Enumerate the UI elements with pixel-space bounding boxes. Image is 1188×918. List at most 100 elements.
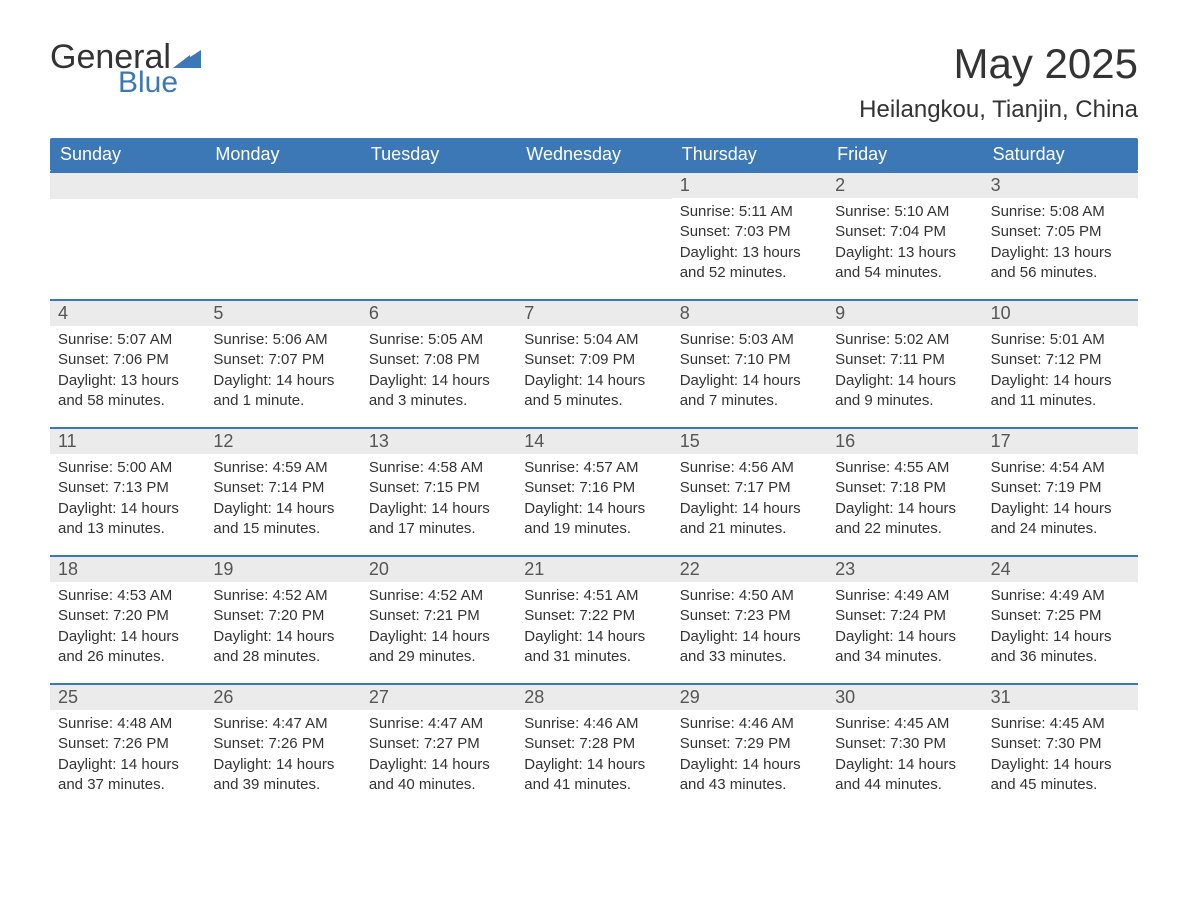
day-body: Sunrise: 5:04 AMSunset: 7:09 PMDaylight:…	[516, 326, 671, 419]
weeks-container: 1Sunrise: 5:11 AMSunset: 7:03 PMDaylight…	[50, 171, 1138, 803]
sunrise-text: Sunrise: 5:03 AM	[680, 330, 819, 350]
day-number: 5	[205, 301, 360, 326]
sunrise-text: Sunrise: 4:59 AM	[213, 458, 352, 478]
calendar-day-cell: 2Sunrise: 5:10 AMSunset: 7:04 PMDaylight…	[827, 173, 982, 291]
calendar-week: 4Sunrise: 5:07 AMSunset: 7:06 PMDaylight…	[50, 299, 1138, 419]
calendar-day-cell: 28Sunrise: 4:46 AMSunset: 7:28 PMDayligh…	[516, 685, 671, 803]
sunset-text: Sunset: 7:23 PM	[680, 606, 819, 626]
weekday-header: Monday	[205, 138, 360, 171]
page-title: May 2025	[859, 40, 1138, 88]
day-number: 10	[983, 301, 1138, 326]
daylight-text: Daylight: 14 hours and 5 minutes.	[524, 371, 663, 412]
calendar-day-cell: 12Sunrise: 4:59 AMSunset: 7:14 PMDayligh…	[205, 429, 360, 547]
sunset-text: Sunset: 7:13 PM	[58, 478, 197, 498]
day-body: Sunrise: 4:49 AMSunset: 7:25 PMDaylight:…	[983, 582, 1138, 675]
sunset-text: Sunset: 7:21 PM	[369, 606, 508, 626]
sunset-text: Sunset: 7:16 PM	[524, 478, 663, 498]
sunset-text: Sunset: 7:19 PM	[991, 478, 1130, 498]
title-block: May 2025 Heilangkou, Tianjin, China	[859, 40, 1138, 124]
daylight-text: Daylight: 14 hours and 3 minutes.	[369, 371, 508, 412]
calendar-day-cell: 11Sunrise: 5:00 AMSunset: 7:13 PMDayligh…	[50, 429, 205, 547]
sunset-text: Sunset: 7:10 PM	[680, 350, 819, 370]
sunset-text: Sunset: 7:20 PM	[213, 606, 352, 626]
day-body: Sunrise: 4:56 AMSunset: 7:17 PMDaylight:…	[672, 454, 827, 547]
sunrise-text: Sunrise: 5:05 AM	[369, 330, 508, 350]
daylight-text: Daylight: 13 hours and 58 minutes.	[58, 371, 197, 412]
day-body: Sunrise: 4:53 AMSunset: 7:20 PMDaylight:…	[50, 582, 205, 675]
daylight-text: Daylight: 14 hours and 7 minutes.	[680, 371, 819, 412]
location-subtitle: Heilangkou, Tianjin, China	[859, 96, 1138, 124]
day-number: 12	[205, 429, 360, 454]
calendar-day-cell: 18Sunrise: 4:53 AMSunset: 7:20 PMDayligh…	[50, 557, 205, 675]
sunrise-text: Sunrise: 4:57 AM	[524, 458, 663, 478]
day-number: 7	[516, 301, 671, 326]
calendar-day-cell: 16Sunrise: 4:55 AMSunset: 7:18 PMDayligh…	[827, 429, 982, 547]
day-number: 22	[672, 557, 827, 582]
day-number: 28	[516, 685, 671, 710]
day-number: 3	[983, 173, 1138, 198]
weekday-header: Thursday	[672, 138, 827, 171]
daylight-text: Daylight: 14 hours and 36 minutes.	[991, 627, 1130, 668]
calendar-day-cell: 10Sunrise: 5:01 AMSunset: 7:12 PMDayligh…	[983, 301, 1138, 419]
daylight-text: Daylight: 14 hours and 9 minutes.	[835, 371, 974, 412]
daylight-text: Daylight: 14 hours and 44 minutes.	[835, 755, 974, 796]
daylight-text: Daylight: 14 hours and 13 minutes.	[58, 499, 197, 540]
daylight-text: Daylight: 14 hours and 34 minutes.	[835, 627, 974, 668]
sunset-text: Sunset: 7:05 PM	[991, 222, 1130, 242]
day-number: 13	[361, 429, 516, 454]
day-body: Sunrise: 5:03 AMSunset: 7:10 PMDaylight:…	[672, 326, 827, 419]
daylight-text: Daylight: 13 hours and 52 minutes.	[680, 243, 819, 284]
day-body: Sunrise: 4:45 AMSunset: 7:30 PMDaylight:…	[827, 710, 982, 803]
weekday-header-row: Sunday Monday Tuesday Wednesday Thursday…	[50, 138, 1138, 171]
sunrise-text: Sunrise: 4:55 AM	[835, 458, 974, 478]
weekday-header: Sunday	[50, 138, 205, 171]
day-body: Sunrise: 4:47 AMSunset: 7:26 PMDaylight:…	[205, 710, 360, 803]
calendar-week: 11Sunrise: 5:00 AMSunset: 7:13 PMDayligh…	[50, 427, 1138, 547]
calendar-day-cell: 4Sunrise: 5:07 AMSunset: 7:06 PMDaylight…	[50, 301, 205, 419]
day-number	[50, 173, 205, 199]
calendar-day-cell: 3 Sunrise: 5:08 AMSunset: 7:05 PMDaylight…	[983, 173, 1138, 291]
day-number: 29	[672, 685, 827, 710]
day-body	[205, 199, 360, 279]
day-number	[361, 173, 516, 199]
sunrise-text: Sunrise: 5:08 AM	[991, 202, 1130, 222]
sunrise-text: Sunrise: 4:51 AM	[524, 586, 663, 606]
day-body	[361, 199, 516, 279]
weekday-header: Wednesday	[516, 138, 671, 171]
calendar-day-cell: 14Sunrise: 4:57 AMSunset: 7:16 PMDayligh…	[516, 429, 671, 547]
sunrise-text: Sunrise: 5:02 AM	[835, 330, 974, 350]
daylight-text: Daylight: 14 hours and 29 minutes.	[369, 627, 508, 668]
calendar-day-cell: 20Sunrise: 4:52 AMSunset: 7:21 PMDayligh…	[361, 557, 516, 675]
weekday-header: Tuesday	[361, 138, 516, 171]
calendar-day-cell: 6Sunrise: 5:05 AMSunset: 7:08 PMDaylight…	[361, 301, 516, 419]
day-body: Sunrise: 4:52 AMSunset: 7:21 PMDaylight:…	[361, 582, 516, 675]
sunrise-text: Sunrise: 5:00 AM	[58, 458, 197, 478]
sunrise-text: Sunrise: 4:49 AM	[835, 586, 974, 606]
day-body: Sunrise: 4:54 AMSunset: 7:19 PMDaylight:…	[983, 454, 1138, 547]
day-body: Sunrise: 4:58 AMSunset: 7:15 PMDaylight:…	[361, 454, 516, 547]
day-body: Sunrise: 5:01 AMSunset: 7:12 PMDaylight:…	[983, 326, 1138, 419]
daylight-text: Daylight: 13 hours and 56 minutes.	[991, 243, 1130, 284]
sunrise-text: Sunrise: 4:48 AM	[58, 714, 197, 734]
calendar-day-cell: 30Sunrise: 4:45 AMSunset: 7:30 PMDayligh…	[827, 685, 982, 803]
logo: General Blue	[50, 40, 201, 98]
sunrise-text: Sunrise: 4:47 AM	[213, 714, 352, 734]
day-number: 31	[983, 685, 1138, 710]
sunrise-text: Sunrise: 5:01 AM	[991, 330, 1130, 350]
day-number: 2	[827, 173, 982, 198]
sunset-text: Sunset: 7:28 PM	[524, 734, 663, 754]
calendar-day-cell	[205, 173, 360, 291]
sunrise-text: Sunrise: 4:52 AM	[369, 586, 508, 606]
calendar-day-cell: 9Sunrise: 5:02 AMSunset: 7:11 PMDaylight…	[827, 301, 982, 419]
sunrise-text: Sunrise: 4:54 AM	[991, 458, 1130, 478]
calendar-day-cell: 8Sunrise: 5:03 AMSunset: 7:10 PMDaylight…	[672, 301, 827, 419]
day-body: Sunrise: 5:11 AMSunset: 7:03 PMDaylight:…	[672, 198, 827, 291]
daylight-text: Daylight: 14 hours and 19 minutes.	[524, 499, 663, 540]
sunset-text: Sunset: 7:27 PM	[369, 734, 508, 754]
sunrise-text: Sunrise: 4:53 AM	[58, 586, 197, 606]
daylight-text: Daylight: 14 hours and 1 minute.	[213, 371, 352, 412]
sunset-text: Sunset: 7:11 PM	[835, 350, 974, 370]
sunset-text: Sunset: 7:26 PM	[58, 734, 197, 754]
sunset-text: Sunset: 7:30 PM	[835, 734, 974, 754]
daylight-text: Daylight: 14 hours and 26 minutes.	[58, 627, 197, 668]
